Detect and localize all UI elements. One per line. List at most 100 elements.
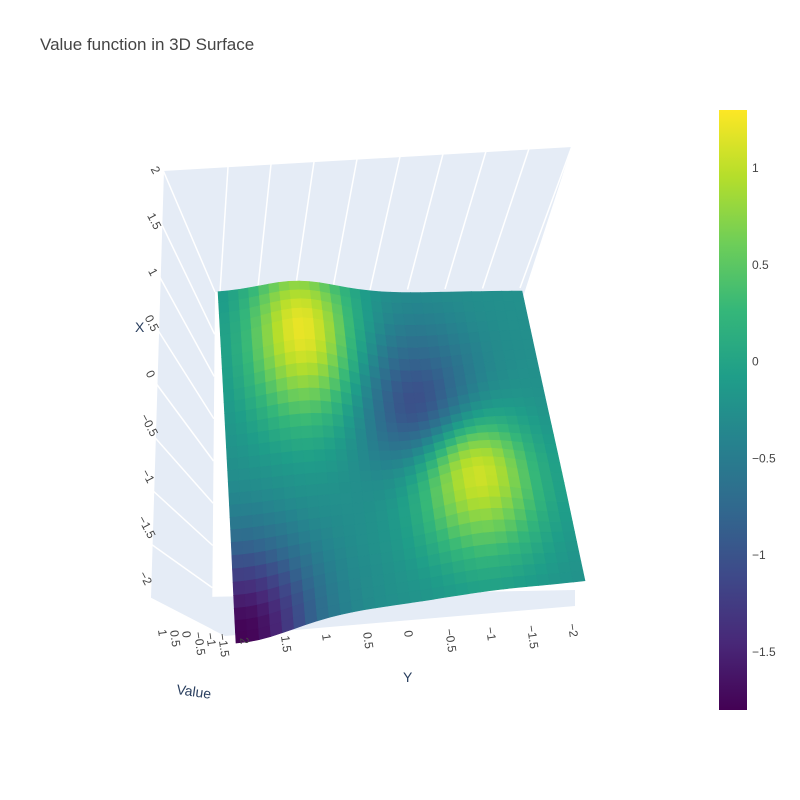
surface-cell	[540, 424, 554, 436]
surface-cell	[547, 572, 563, 585]
surface-cell	[298, 280, 311, 291]
surface-cell	[519, 329, 533, 341]
grid-line	[294, 161, 315, 292]
surface-cell	[398, 358, 412, 372]
surface-cell	[241, 527, 255, 542]
surface-cell	[347, 460, 361, 472]
surface-cell	[387, 431, 401, 443]
surface-cell	[406, 568, 420, 582]
surface-cell	[371, 574, 386, 588]
surface-cell	[357, 449, 371, 462]
surface-cell	[359, 565, 373, 579]
surface-cell	[279, 427, 292, 442]
surface-cell	[556, 501, 571, 513]
surface-cell	[226, 457, 239, 471]
surface-cell	[226, 446, 239, 460]
surface-cell	[455, 582, 470, 596]
surface-cell	[267, 416, 281, 431]
colorbar-tick-label: −1.5	[752, 645, 776, 659]
surface-cell	[345, 545, 359, 559]
grid-line	[152, 490, 214, 547]
surface-cell	[388, 441, 402, 452]
surface-cell	[297, 519, 311, 533]
surface-cell	[305, 350, 318, 364]
surface-cell	[470, 520, 484, 535]
surface-cell	[353, 512, 367, 526]
colorbar[interactable]	[719, 110, 747, 710]
surface-cell	[297, 374, 310, 389]
surface-cell	[251, 501, 264, 516]
grid-line	[331, 158, 358, 291]
surface-cell	[490, 507, 505, 521]
surface-cell	[384, 583, 398, 596]
surface-cell	[285, 363, 298, 378]
surface-cell	[300, 425, 314, 439]
surface-cell	[309, 400, 323, 414]
surface-cell	[483, 465, 498, 477]
surface-cell	[363, 500, 377, 514]
surface-cell	[509, 553, 524, 567]
surface-cell	[359, 470, 373, 483]
surface-cell	[375, 420, 388, 433]
surface-cell	[301, 307, 314, 319]
surface-cell	[453, 571, 468, 585]
surface-cell	[291, 438, 304, 452]
surface-cell	[227, 289, 240, 302]
surface-cell	[466, 497, 481, 512]
surface-cell	[362, 490, 376, 503]
surface-cell	[270, 464, 284, 478]
colorbar-tick-label: −1	[752, 548, 766, 562]
surface-cell	[282, 328, 295, 343]
surface-cell	[381, 561, 396, 575]
surface-cell	[397, 591, 411, 605]
surface-cell	[340, 503, 354, 516]
surface-cell	[222, 377, 235, 392]
surface-cell	[299, 412, 313, 427]
surface-cell	[354, 428, 368, 441]
surface-cell	[369, 290, 382, 303]
surface-cell	[543, 552, 559, 565]
surface-cell	[289, 413, 302, 428]
surface-cell	[476, 485, 490, 499]
surface-cell	[232, 580, 246, 596]
surface-cell	[420, 588, 435, 602]
surface-cell	[255, 394, 268, 410]
surface-cell	[306, 362, 320, 377]
colorbar-tick-label: 1	[752, 161, 759, 175]
surface-cell	[247, 431, 260, 446]
surface-cell	[511, 290, 525, 302]
surface-cell	[220, 344, 233, 358]
surface-cell	[304, 472, 318, 486]
surface-cell	[282, 474, 296, 489]
surface-cell	[433, 312, 447, 325]
surface-cell	[230, 528, 243, 543]
surface-cell	[285, 509, 299, 524]
surface-cell	[485, 475, 500, 487]
surface-cell	[238, 479, 252, 493]
surface-cell	[339, 601, 353, 615]
surface-cell	[385, 334, 398, 349]
surface-cell	[450, 354, 464, 368]
surface-cell	[412, 381, 425, 394]
surface-cell	[244, 579, 257, 595]
surface-cell	[373, 489, 387, 502]
surface-cell	[379, 540, 393, 554]
surface-cell	[271, 475, 285, 490]
surface-cell	[279, 289, 292, 302]
surface-cell	[274, 510, 287, 525]
surface-cell	[286, 375, 299, 391]
surface-cell	[487, 485, 502, 498]
grid-line	[157, 330, 215, 420]
surface-cell	[499, 565, 514, 579]
surface-cell	[474, 475, 489, 488]
surface-cell	[377, 440, 391, 452]
value-surface[interactable]	[217, 280, 586, 644]
surface-cell	[410, 292, 423, 304]
surface-cell	[474, 556, 489, 571]
surface-cell	[356, 439, 369, 452]
surface-cell	[264, 536, 278, 552]
surface-cell	[320, 527, 334, 541]
y-tick-label: 1	[319, 633, 334, 642]
surface-cell	[374, 499, 388, 512]
